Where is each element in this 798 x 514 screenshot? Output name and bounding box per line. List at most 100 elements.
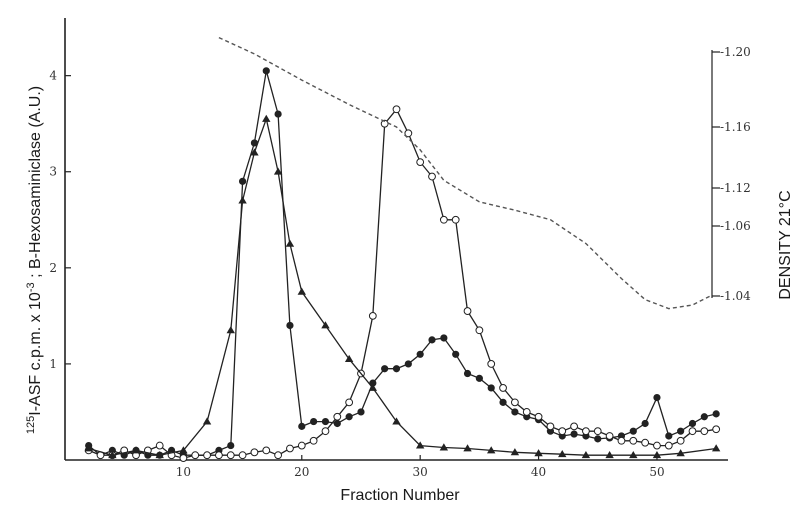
- y-right-tick-label: -1.20: [720, 45, 751, 59]
- x-ticks: 10 20 30 40 50: [176, 455, 665, 479]
- y-ticks-left: 1 2 3 4: [49, 69, 71, 371]
- data-point-filled: [712, 410, 720, 418]
- data-point-filled: [677, 427, 685, 435]
- data-point-filled: [452, 350, 460, 358]
- data-point-open: [558, 427, 567, 436]
- data-point-open: [629, 436, 638, 445]
- data-point-filled: [345, 413, 353, 421]
- data-point-open: [700, 427, 709, 436]
- data-point-triangle: [534, 449, 543, 457]
- data-point-filled: [499, 398, 507, 406]
- data-point-triangle: [676, 449, 685, 457]
- data-point-open: [297, 441, 306, 450]
- data-point-filled: [321, 417, 330, 426]
- density-line: [218, 36, 711, 310]
- data-point-open: [522, 408, 531, 416]
- y-left-label-exp: -3: [25, 282, 37, 292]
- data-point-open: [487, 360, 496, 368]
- data-point-open: [641, 438, 650, 447]
- data-point-filled: [511, 408, 519, 416]
- data-point-triangle: [84, 444, 93, 452]
- y-axis-left-label: 125I-ASF c.p.m. x 10-3 ; B-Hexosaminicla…: [25, 86, 44, 434]
- y-left-tick-label: 3: [49, 165, 57, 179]
- data-point-filled: [700, 413, 708, 421]
- data-point-filled: [310, 417, 318, 426]
- data-point-open: [534, 412, 543, 421]
- data-point-filled: [629, 427, 637, 435]
- data-point-filled: [440, 334, 448, 342]
- data-point-filled: [475, 374, 483, 382]
- data-point-open: [570, 422, 578, 431]
- data-point-open: [250, 448, 259, 457]
- y-left-label-prefix: 125: [25, 416, 37, 434]
- data-point-open: [475, 326, 484, 335]
- x-tick-label: 30: [413, 465, 428, 479]
- series-line-2: [88, 108, 717, 459]
- series-line-3: [88, 116, 717, 456]
- data-point-filled: [238, 177, 247, 185]
- data-point-filled: [381, 365, 389, 373]
- data-point-open: [226, 451, 235, 460]
- y-left-tick-label: 4: [49, 69, 57, 83]
- data-point-open: [392, 105, 401, 114]
- data-point-filled: [262, 67, 270, 75]
- data-point-open: [428, 172, 436, 181]
- data-point-open: [215, 451, 223, 460]
- data-point-triangle: [368, 383, 378, 391]
- data-point-open: [605, 432, 614, 440]
- data-point-open: [617, 436, 626, 445]
- data-point-filled: [416, 350, 424, 358]
- data-point-open: [582, 427, 590, 436]
- data-point-triangle: [581, 450, 591, 459]
- y-left-tick-label: 2: [49, 261, 57, 275]
- data-point-filled: [463, 369, 472, 378]
- data-point-triangle: [285, 239, 295, 247]
- data-point-open: [593, 427, 602, 436]
- data-point-open: [309, 436, 318, 445]
- data-point-triangle: [262, 114, 271, 122]
- data-point-open: [664, 441, 673, 450]
- data-point-triangle: [629, 450, 638, 459]
- data-point-filled: [653, 393, 661, 402]
- data-point-triangle: [558, 450, 567, 458]
- data-point-filled: [428, 336, 436, 344]
- data-point-filled: [487, 384, 495, 392]
- y-left-label-main: I-ASF c.p.m. x 10: [27, 292, 44, 416]
- data-point-open: [451, 215, 460, 224]
- data-point-open: [238, 451, 247, 460]
- data-point-filled: [688, 419, 697, 428]
- data-point-filled: [274, 110, 282, 118]
- data-point-filled: [357, 408, 365, 416]
- data-point-triangle: [238, 196, 247, 204]
- data-point-triangle: [226, 326, 235, 334]
- y-ticks-right: -1.04 -1.06 -1.12 -1.16 -1.20: [712, 45, 751, 303]
- data-point-filled: [298, 422, 306, 430]
- data-point-triangle: [155, 450, 164, 459]
- data-point-filled: [641, 419, 649, 428]
- data-point-triangle: [392, 417, 401, 425]
- data-point-triangle: [415, 441, 425, 449]
- data-point-triangle: [605, 450, 614, 459]
- data-point-open: [653, 441, 661, 450]
- data-point-open: [404, 129, 413, 138]
- x-tick-label: 20: [294, 465, 309, 479]
- data-point-filled: [333, 419, 341, 428]
- data-point-open: [416, 158, 425, 167]
- x-tick-label: 10: [176, 465, 191, 479]
- y-left-tick-label: 1: [49, 357, 57, 371]
- data-point-triangle: [652, 450, 662, 459]
- data-point-filled: [286, 321, 294, 330]
- y-axis-right-label: DENSITY 21°C: [777, 190, 794, 299]
- data-point-open: [463, 307, 472, 315]
- data-point-triangle: [344, 354, 354, 363]
- data-point-open: [321, 427, 330, 436]
- data-point-open: [712, 425, 721, 434]
- data-point-triangle: [463, 444, 472, 452]
- data-point-triangle: [131, 446, 141, 454]
- y-left-label-suffix: ; B-Hexosaminiclase (A.U.): [27, 86, 44, 283]
- data-point-open: [155, 441, 164, 450]
- data-point-triangle: [202, 417, 212, 425]
- data-point-filled: [227, 441, 235, 450]
- data-point-open: [676, 436, 685, 445]
